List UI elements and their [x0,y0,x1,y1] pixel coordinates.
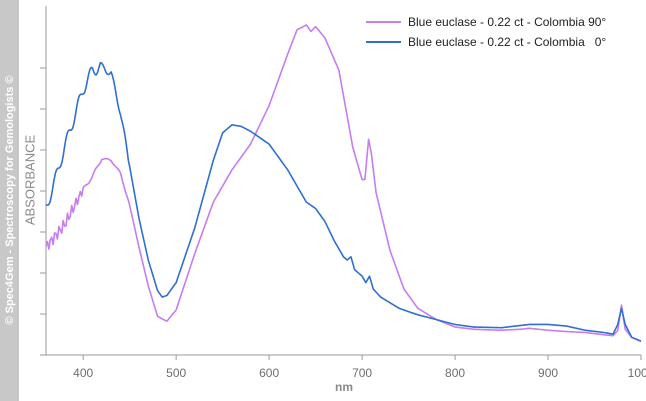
x-tick-label: 900 [538,366,558,380]
watermark-band: © Spec4Gem - Spectroscopy for Gemologist… [0,0,19,401]
x-tick-label: 1000 [628,366,646,380]
x-axis-label: nm [335,380,353,394]
legend-label-2: Blue euclase - 0.22 ct - Colombia 0° [408,35,606,49]
x-tick-label: 800 [445,366,465,380]
x-tick-label: 500 [166,366,186,380]
x-tick-label: 700 [352,366,372,380]
legend-label-1: Blue euclase - 0.22 ct - Colombia 90° [408,15,606,29]
series-line-2 [45,61,642,342]
series-line-1 [45,24,642,342]
x-tick-label: 400 [73,366,93,380]
x-tick-label: 600 [259,366,279,380]
